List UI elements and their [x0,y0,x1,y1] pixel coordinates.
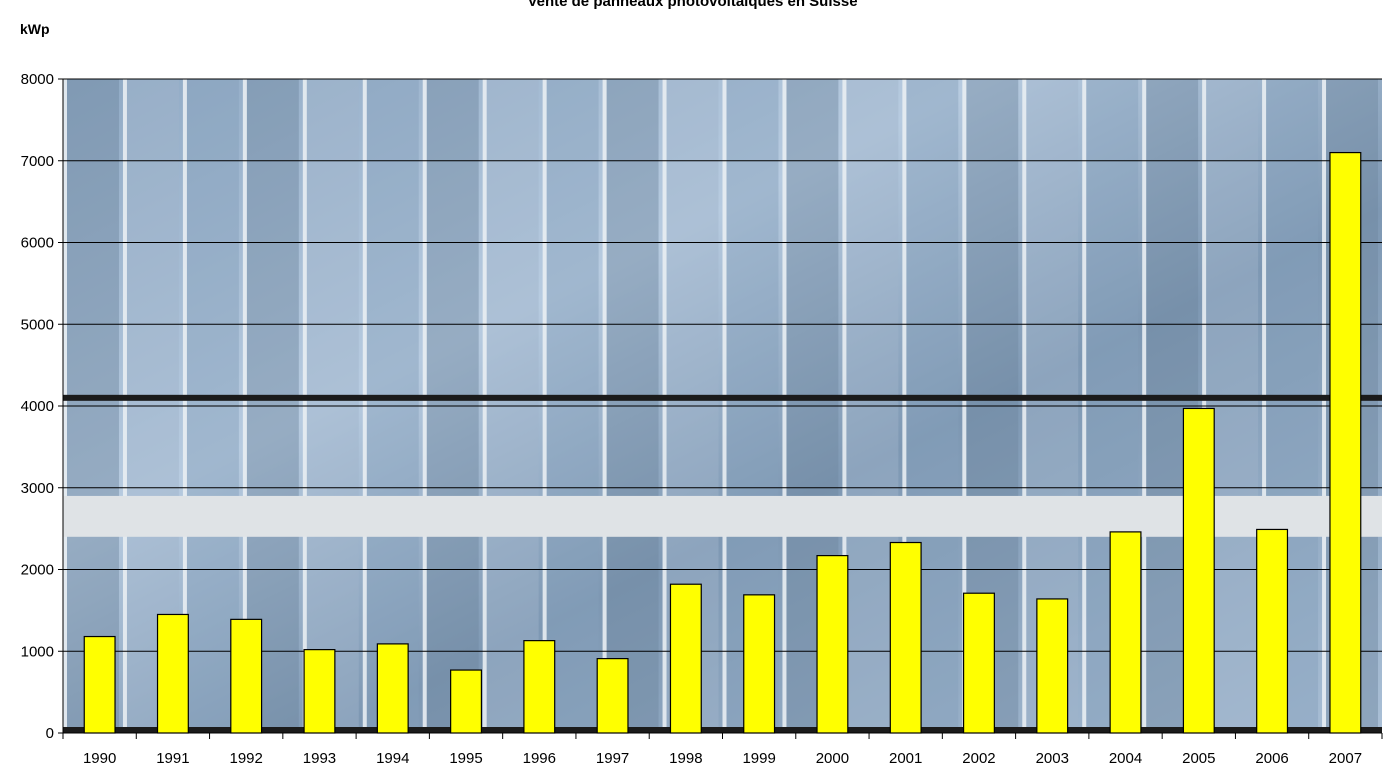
x-tick-label: 1994 [376,750,409,767]
x-tick-label: 1996 [523,750,556,767]
panel-dark-strip [63,394,1382,401]
bar-1991 [156,613,189,734]
bar-1990 [83,635,116,734]
x-tick-label: 1991 [156,750,189,767]
bar-1992 [230,618,263,734]
bar-1993 [303,649,336,734]
bar-1996 [523,640,556,734]
y-tick-label: 8000 [21,71,54,88]
y-tick-label: 7000 [21,153,54,170]
x-tick-label: 2006 [1255,750,1288,767]
x-tick-label: 2000 [816,750,849,767]
x-tick-label: 2003 [1036,750,1069,767]
y-axis-unit-label: kWp [20,21,50,37]
bar-2005 [1182,407,1215,734]
y-tick-label: 0 [46,725,54,742]
panel-band [63,495,1382,537]
x-tick-label: 2002 [962,750,995,767]
y-tick-label: 4000 [21,398,54,415]
bar-2003 [1036,598,1069,734]
x-tick-label: 1992 [230,750,263,767]
x-tick-label: 1990 [83,750,116,767]
bar-1994 [376,643,409,734]
x-tick-label: 1999 [742,750,775,767]
bar-2002 [962,592,995,734]
y-tick-label: 5000 [21,316,54,333]
x-tick-label: 2007 [1329,750,1362,767]
chart-title: Vente de panneaux photovoltaïques en Sui… [527,0,858,10]
bar-2006 [1256,528,1289,734]
bar-1997 [596,658,629,734]
y-tick-label: 2000 [21,562,54,579]
y-tick-label: 3000 [21,480,54,497]
bar-2000 [816,555,849,734]
bar-1999 [743,594,776,734]
bar-1998 [669,583,702,734]
bar-2007 [1329,151,1362,734]
y-tick-label: 1000 [21,643,54,660]
x-tick-label: 1993 [303,750,336,767]
x-tick-label: 2005 [1182,750,1215,767]
panel-dark-strip-bottom [63,727,1382,733]
bar-1995 [450,669,483,734]
y-tick-label: 6000 [21,235,54,252]
bars [83,151,1362,734]
x-tick-label: 1998 [669,750,702,767]
x-tick-label: 2004 [1109,750,1142,767]
bar-2004 [1109,531,1142,734]
x-tick-label: 1995 [449,750,482,767]
x-tick-label: 1997 [596,750,629,767]
bar-2001 [889,541,922,734]
axes: 0 1000 2000 3000 4000 5000 6000 7000 8000 1990 199… [21,71,1383,767]
x-tick-label: 2001 [889,750,922,767]
